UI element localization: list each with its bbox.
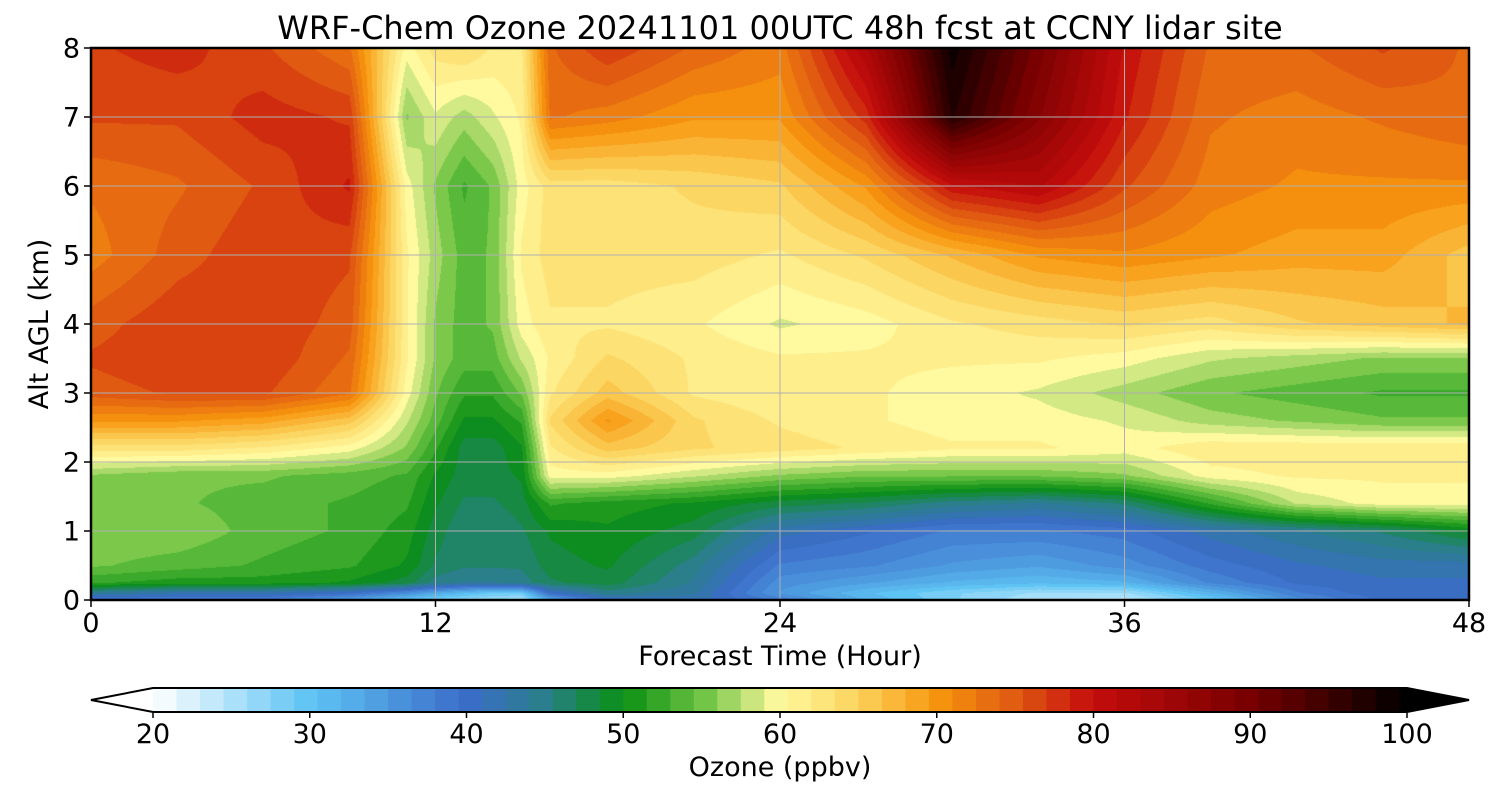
colorbar-level [1164, 688, 1189, 712]
colorbar-level [740, 688, 765, 712]
colorbar-tick-label: 80 [1076, 719, 1110, 750]
colorbar-level [693, 688, 718, 712]
colorbar-level [505, 688, 530, 712]
chart-title: WRF-Chem Ozone 20241101 00UTC 48h fcst a… [277, 9, 1282, 47]
colorbar-level [1022, 688, 1048, 712]
colorbar-level [1069, 688, 1095, 712]
colorbar-level [1375, 688, 1400, 712]
x-axis-ticks: 0 12 24 36 48 [82, 600, 1486, 639]
colorbar-level [834, 688, 859, 712]
colorbar-level [153, 688, 178, 712]
y-tick-label: 8 [63, 34, 80, 65]
y-axis-label: Alt AGL (km) [24, 239, 55, 410]
colorbar-tick-label: 40 [449, 719, 483, 750]
colorbar-level [952, 688, 977, 712]
y-tick-label: 6 [63, 172, 80, 203]
colorbar-level [223, 688, 248, 712]
x-tick-label: 12 [418, 608, 452, 639]
colorbar-level [247, 688, 272, 712]
colorbar-tick-label: 70 [920, 719, 954, 750]
colorbar-level [764, 688, 789, 712]
y-tick-label: 2 [63, 448, 80, 479]
colorbar-label: Ozone (ppbv) [689, 752, 872, 783]
colorbar-level [1281, 688, 1306, 712]
colorbar-level [881, 688, 906, 712]
colorbar-level [1093, 688, 1118, 712]
y-tick-label: 4 [63, 310, 80, 341]
colorbar-level [787, 688, 812, 712]
y-tick-label: 3 [63, 379, 80, 410]
colorbar-level [1046, 688, 1071, 712]
colorbar-extend-low [91, 688, 153, 712]
colorbar-level [928, 688, 954, 712]
colorbar-level [1352, 688, 1377, 712]
x-axis-label: Forecast Time (Hour) [638, 641, 922, 672]
colorbar-level [1305, 688, 1330, 712]
colorbar-level [670, 688, 695, 712]
colorbar-level [905, 688, 930, 712]
colorbar-tick-label: 30 [293, 719, 327, 750]
colorbar-level [1399, 688, 1408, 712]
colorbar-level [1258, 688, 1283, 712]
colorbar-level [317, 688, 342, 712]
x-tick-label: 0 [82, 608, 99, 639]
colorbar-level [482, 688, 507, 712]
colorbar-level [975, 688, 1001, 712]
colorbar-level [1211, 688, 1236, 712]
colorbar-level [200, 688, 225, 712]
y-axis-ticks: 0 1 2 3 4 5 6 7 8 [63, 34, 91, 617]
colorbar [90, 687, 1470, 713]
y-tick-label: 1 [63, 517, 80, 548]
colorbar-level [576, 688, 601, 712]
colorbar-level [176, 688, 201, 712]
x-tick-label: 24 [763, 608, 797, 639]
colorbar-level [270, 688, 295, 712]
grid-lines [91, 48, 1469, 600]
colorbar-level [435, 688, 460, 712]
colorbar-level [858, 688, 883, 712]
colorbar-level [388, 688, 413, 712]
x-tick-label: 48 [1452, 608, 1486, 639]
colorbar-level [1328, 688, 1353, 712]
colorbar-level [1140, 688, 1165, 712]
colorbar-level [1117, 688, 1142, 712]
y-tick-label: 7 [63, 103, 80, 134]
colorbar-level [411, 688, 436, 712]
colorbar-level [623, 688, 648, 712]
colorbar-level [552, 688, 577, 712]
colorbar-tick-label: 90 [1233, 719, 1267, 750]
x-tick-label: 36 [1107, 608, 1141, 639]
colorbar-tick-label: 100 [1381, 719, 1433, 750]
colorbar-level [717, 688, 742, 712]
colorbar-level [1234, 688, 1259, 712]
colorbar-tick-label: 60 [763, 719, 797, 750]
colorbar-level [811, 688, 836, 712]
colorbar-level [646, 688, 671, 712]
colorbar-level [529, 688, 554, 712]
colorbar-level [999, 688, 1024, 712]
colorbar-level [1187, 688, 1212, 712]
colorbar-tick-label: 20 [136, 719, 170, 750]
y-tick-label: 0 [63, 586, 80, 617]
colorbar-level [294, 688, 319, 712]
y-tick-label: 5 [63, 241, 80, 272]
colorbar-level [364, 688, 389, 712]
colorbar-level [458, 688, 483, 712]
colorbar-extend-high [1407, 688, 1469, 712]
colorbar-tick-label: 50 [606, 719, 640, 750]
colorbar-ticks: 20 30 40 50 60 70 80 90 100 [136, 712, 1433, 750]
colorbar-level [341, 688, 366, 712]
colorbar-level [599, 688, 624, 712]
